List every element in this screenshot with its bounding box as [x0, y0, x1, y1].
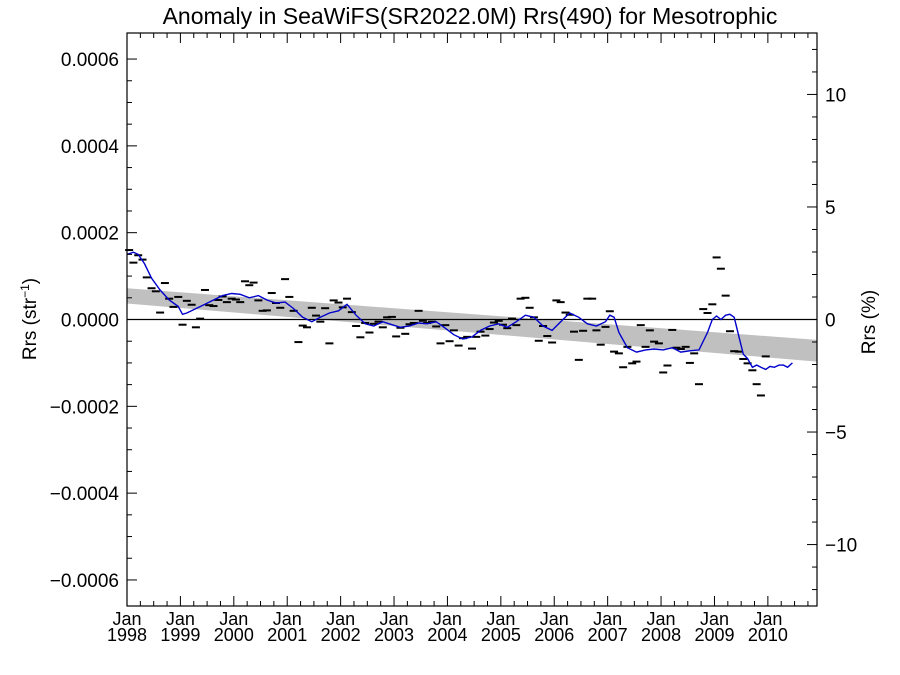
x-tick-year-label: 2006	[534, 625, 574, 645]
x-tick-year-label: 2001	[267, 625, 307, 645]
y-axis-label-left-tail: )	[20, 278, 41, 284]
x-tick-year-label: 2004	[427, 625, 467, 645]
x-tick-month-label: Jan	[593, 609, 622, 629]
x-tick-month-label: Jan	[647, 609, 676, 629]
x-tick-month-label: Jan	[219, 609, 248, 629]
right-tick-label: −5	[825, 423, 847, 444]
left-tick-label: 0.0006	[61, 50, 119, 71]
chart-title: Anomaly in SeaWiFS(SR2022.0M) Rrs(490) f…	[163, 3, 778, 29]
x-tick-year-label: 2010	[748, 625, 788, 645]
x-tick-year-label: 2002	[321, 625, 361, 645]
left-tick-label: 0.0002	[61, 224, 119, 245]
x-axis: Jan1998Jan1999Jan2000Jan2001Jan2002Jan20…	[107, 33, 809, 645]
x-tick-year-label: 2009	[694, 625, 734, 645]
right-tick-label: −10	[825, 536, 857, 557]
x-tick-month-label: Jan	[112, 609, 141, 629]
y-axis-label-right: Rrs (%)	[859, 290, 880, 354]
left-tick-label: −0.0002	[50, 397, 119, 418]
x-tick-month-label: Jan	[326, 609, 355, 629]
trend-band-layer	[127, 288, 817, 362]
left-tick-label: −0.0006	[50, 571, 119, 592]
x-tick-month-label: Jan	[700, 609, 729, 629]
x-tick-month-label: Jan	[753, 609, 782, 629]
left-tick-label: 0.0000	[61, 311, 119, 332]
right-tick-label: 10	[825, 85, 846, 106]
left-axis: 0.0006 0.0004 0.0002 0.0000 −0.0002 −0.0004 −0…	[50, 50, 137, 592]
x-tick-month-label: Jan	[433, 609, 462, 629]
right-axis: 10 5 0 −5 −10	[807, 48, 857, 591]
y-axis-label-left-base: Rrs (str	[20, 297, 41, 360]
x-tick-year-label: 2003	[374, 625, 414, 645]
x-tick-month-label: Jan	[166, 609, 195, 629]
smoothed-anomaly-line	[126, 251, 793, 371]
trend-band	[127, 288, 817, 362]
x-tick-month-label: Jan	[486, 609, 515, 629]
right-tick-label: 0	[825, 311, 836, 332]
line-layer	[126, 251, 793, 371]
x-tick-year-label: 2005	[481, 625, 521, 645]
y-axis-label-left-sup: −1	[18, 284, 32, 298]
x-tick-year-label: 2008	[641, 625, 681, 645]
right-tick-label: 5	[825, 198, 836, 219]
y-axis-label-left: Rrs (str−1)	[18, 278, 41, 360]
x-tick-year-label: 1998	[107, 625, 147, 645]
marker-layer	[125, 249, 770, 397]
x-tick-month-label: Jan	[273, 609, 302, 629]
x-tick-month-label: Jan	[540, 609, 569, 629]
x-tick-year-label: 2000	[214, 625, 254, 645]
left-tick-label: −0.0004	[50, 484, 120, 505]
x-tick-year-label: 2007	[588, 625, 628, 645]
x-tick-year-label: 1999	[160, 625, 200, 645]
x-tick-month-label: Jan	[380, 609, 409, 629]
left-tick-label: 0.0004	[61, 137, 120, 158]
